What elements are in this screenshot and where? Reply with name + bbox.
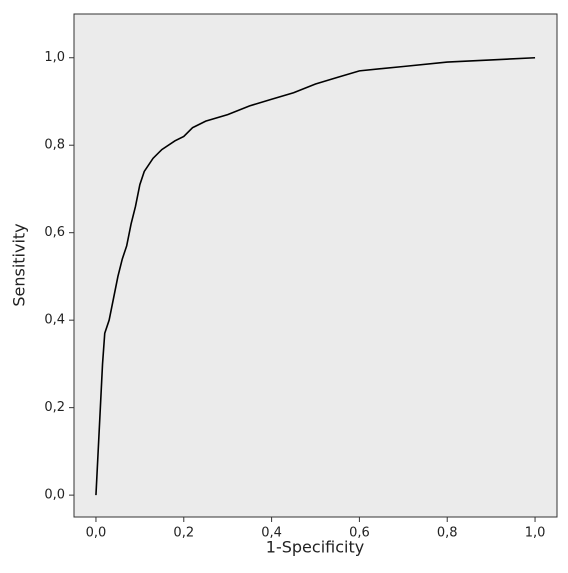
y-tick-label: 0,6 xyxy=(44,225,65,240)
y-tick-label: 0,8 xyxy=(44,138,65,153)
y-axis-title: Sensitivity xyxy=(10,223,29,306)
x-tick-label: 0,6 xyxy=(349,526,370,541)
x-tick-label: 1,0 xyxy=(525,526,546,541)
x-tick-label: 0,8 xyxy=(437,526,458,541)
x-tick-label: 0,4 xyxy=(261,526,282,541)
plot-area xyxy=(73,13,558,518)
x-tick-label: 0,2 xyxy=(173,526,194,541)
x-tick-label: 0,0 xyxy=(86,526,107,541)
y-tick-label: 1,0 xyxy=(44,50,65,65)
y-tick-label: 0,0 xyxy=(44,488,65,503)
x-axis-title: 1-Specificity xyxy=(266,538,364,557)
roc-line xyxy=(95,56,536,496)
y-tick-label: 0,4 xyxy=(44,313,65,328)
y-tick-label: 0,2 xyxy=(44,400,65,415)
